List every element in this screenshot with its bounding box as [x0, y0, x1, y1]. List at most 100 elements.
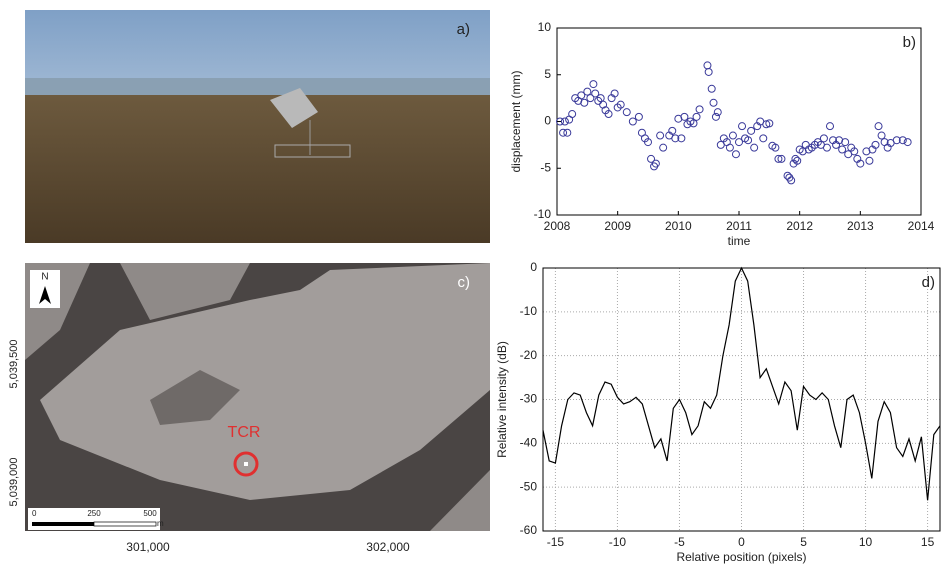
x-tick-label: 5 [800, 535, 807, 549]
map-x-label: 302,000 [366, 540, 410, 554]
x-tick-label: 2012 [786, 219, 813, 233]
point [610, 89, 619, 98]
point [871, 140, 880, 149]
target-label: TCR [228, 424, 261, 441]
map-y-label: 5,039,500 [8, 340, 20, 389]
x-axis-label: Relative position (pixels) [676, 550, 806, 564]
point [765, 119, 774, 128]
point [604, 110, 613, 119]
point [874, 122, 883, 131]
point [707, 84, 716, 93]
point [560, 117, 569, 126]
point [580, 98, 589, 107]
point [791, 154, 800, 163]
point [616, 100, 625, 109]
x-axis-label: time [728, 234, 751, 248]
point [728, 131, 737, 140]
plot-frame [556, 27, 922, 216]
panel-label: b) [903, 34, 916, 51]
y-tick-label: -40 [520, 436, 538, 450]
y-axis-label: displacement (mm) [509, 70, 523, 172]
x-tick-label: 0 [738, 535, 745, 549]
point [826, 122, 834, 131]
point [856, 159, 865, 168]
x-tick-label: -15 [547, 535, 565, 549]
point [759, 134, 768, 143]
target [244, 462, 248, 466]
point [677, 134, 686, 143]
point [841, 138, 850, 147]
point [838, 145, 847, 154]
y-tick-label: -50 [520, 479, 538, 493]
point [559, 128, 568, 137]
point [556, 117, 565, 126]
target-circle [233, 451, 259, 477]
x-tick-label: 2010 [665, 219, 692, 233]
y-tick-label: -5 [540, 160, 551, 174]
x-tick-label: 2009 [604, 219, 631, 233]
y-tick-label: -10 [534, 207, 552, 221]
point [738, 122, 747, 131]
panel-label: a) [457, 21, 470, 38]
point [634, 112, 643, 121]
point [622, 108, 631, 117]
frame [274, 144, 351, 158]
point [892, 136, 901, 145]
point [709, 98, 718, 107]
point [903, 138, 912, 147]
scale-unit: m [157, 519, 164, 528]
island [40, 263, 490, 500]
point [877, 131, 886, 140]
point [647, 154, 656, 163]
point [689, 119, 698, 128]
point [591, 89, 600, 98]
point [668, 126, 677, 135]
scale-bar [32, 522, 94, 526]
point [898, 136, 907, 145]
panel-label: c) [458, 274, 471, 291]
point [747, 126, 756, 135]
north-arrow [39, 286, 51, 304]
point [787, 176, 796, 185]
point [563, 128, 572, 137]
point [703, 61, 712, 70]
panel-label: d) [922, 274, 935, 291]
map-x-label: 301,000 [126, 540, 170, 554]
y-tick-label: 5 [544, 67, 551, 81]
pond [150, 370, 240, 425]
point [628, 117, 637, 126]
x-tick-label: 2008 [544, 219, 571, 233]
point [651, 159, 660, 168]
scale-label: 0 [32, 509, 37, 518]
point [711, 112, 720, 121]
point [704, 67, 713, 76]
land [120, 263, 250, 320]
map-panel: N TCR 0 250 500 m c) 5,039,500 5,039,000… [8, 263, 490, 554]
point [692, 112, 701, 121]
x-tick-label: 2014 [908, 219, 935, 233]
point [783, 171, 792, 180]
north-label: N [41, 272, 48, 283]
point [731, 150, 740, 159]
point [656, 131, 665, 140]
point [680, 112, 689, 121]
y-tick-label: 0 [544, 114, 551, 128]
point [777, 154, 786, 163]
reflector [270, 88, 318, 128]
y-tick-label: 0 [530, 260, 537, 274]
y-axis-label: Relative intensity (dB) [495, 341, 509, 458]
point [793, 156, 802, 165]
y-tick-label: -60 [520, 523, 538, 537]
scale-bar [93, 521, 157, 527]
y-tick-label: -30 [520, 392, 538, 406]
photo-panel: a) [25, 10, 490, 243]
point [577, 91, 586, 100]
point [586, 94, 595, 103]
y-tick-label: -20 [520, 348, 538, 362]
point [771, 143, 780, 152]
land [430, 470, 490, 531]
x-tick-label: 2013 [847, 219, 874, 233]
point [750, 143, 759, 152]
point [583, 87, 592, 96]
point [713, 108, 722, 117]
